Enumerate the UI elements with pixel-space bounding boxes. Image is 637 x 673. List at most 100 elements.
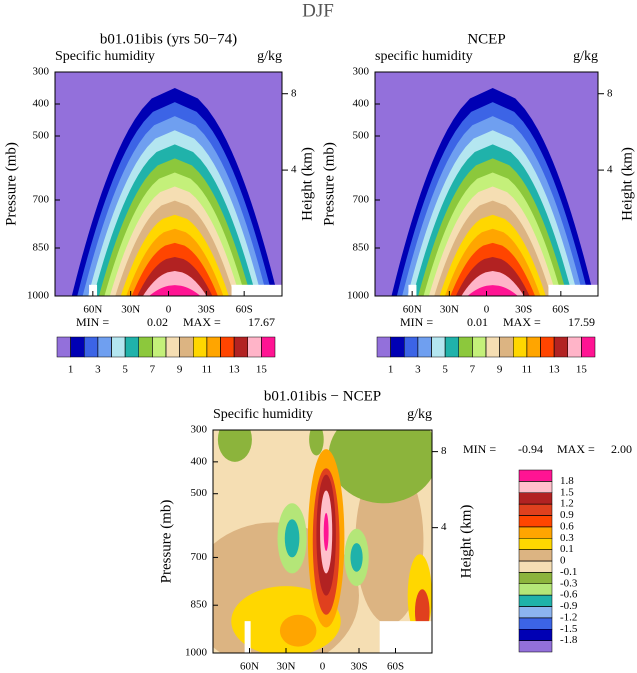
contour-band [217,430,252,462]
colorbar-label: -0.9 [560,600,578,612]
colorbar-label: 1.5 [560,486,574,498]
y-axis-label: Pressure (mb) [3,142,19,226]
x-tick-label: 30S [350,661,367,673]
min-label: MIN = [400,315,433,329]
y2-tick-label: 4 [291,164,297,176]
contour-band [323,512,329,552]
y-tick-label: 1000 [347,290,370,302]
colorbar-label: 9 [177,364,183,376]
colorbar-box [518,572,553,584]
colorbar-box [518,594,553,607]
colorbar-label: 15 [576,364,588,376]
units: g/kg [407,407,432,422]
colorbar-label: 13 [549,364,561,376]
colorbar-box [526,336,541,358]
colorbar-box [540,336,555,358]
x-tick-label: 30N [440,304,459,316]
colorbar-label: 1.8 [560,475,574,487]
units: g/kg [573,49,598,64]
colorbar-box [444,336,459,358]
x-tick-label: 30S [198,304,215,316]
colorbar-box [179,336,194,358]
y-tick-label: 500 [191,487,208,499]
x-tick-label: 60S [236,304,253,316]
colorbar-label: -1.8 [560,634,578,646]
y-tick-label: 700 [191,551,208,563]
colorbar-box [518,503,553,516]
colorbar-box [518,481,553,493]
colorbar-label: 5 [122,364,128,376]
colorbar-label: 1.2 [560,498,574,510]
contour-band [350,543,363,572]
missing-area [408,284,417,296]
field [375,72,598,296]
colorbar-label: 0.9 [560,509,574,521]
colorbar-box [376,336,391,358]
colorbar-label: 1 [388,364,394,376]
y-tick-label: 500 [353,130,370,142]
colorbar-box [431,336,446,358]
colorbar-label: -1.2 [560,611,577,623]
field [213,430,432,653]
y-tick-label: 400 [353,98,370,110]
y-tick-label: 700 [353,194,370,206]
colorbar-box [84,336,99,358]
colorbar-box [111,336,126,358]
panel-subtitle: Specific humidity [213,407,313,422]
contour-band [279,614,317,647]
colorbar-box [518,549,553,562]
x-tick-label: 60S [387,661,404,673]
colorbar-label: 11 [202,364,213,376]
y-tick-label: 850 [191,599,208,611]
colorbar-box [56,336,71,358]
y2-axis-label: Height (km) [299,147,315,221]
x-tick-label: 0 [320,661,326,673]
y2-tick-label: 4 [607,164,613,176]
colorbar-label: 7 [470,364,476,376]
x-tick-label: 60N [240,661,259,673]
y-tick-label: 700 [33,194,50,206]
contour-band [328,430,432,504]
y-tick-label: 1000 [185,647,208,659]
colorbar-box [518,492,553,505]
colorbar-label: -0.6 [560,589,578,601]
colorbar-label: 7 [150,364,156,376]
min-value: -0.94 [518,442,543,456]
colorbar-box [138,336,153,358]
y2-axis-label: Height (km) [458,505,474,579]
colorbar-box [581,336,596,358]
colorbar-label: 3 [415,364,421,376]
colorbar-box [518,526,553,539]
y2-tick-label: 4 [441,521,447,533]
min-value: 0.02 [147,315,168,329]
panel-title: NCEP [467,31,505,47]
colorbar-box [518,560,553,573]
contour-band [467,285,518,296]
colorbar-box [518,515,553,528]
missing-area [231,284,282,296]
colorbar-box [472,336,487,358]
colorbar-box [567,336,582,358]
x-tick-label: 30N [277,661,296,673]
colorbar-label: 5 [442,364,448,376]
y2-tick-label: 8 [607,87,613,99]
missing-area [244,621,251,653]
y-tick-label: 400 [33,98,50,110]
colorbar-label: 0.6 [560,520,574,532]
colorbar-label: 9 [497,364,503,376]
y-tick-label: 300 [33,66,50,78]
y-tick-label: 400 [191,455,208,467]
max-value: 2.00 [611,442,632,456]
panel-title: b01.01ibis (yrs 50−74) [100,31,237,47]
colorbar-box [261,336,276,358]
y2-axis-label: Height (km) [619,147,635,221]
min-label: MIN = [463,442,496,456]
colorbar-label: -0.3 [560,577,578,589]
colorbar-label: 15 [256,364,268,376]
colorbar-box [233,336,248,358]
colorbar-box [417,336,432,358]
colorbar-box [404,336,419,358]
x-tick-label: 0 [484,304,490,316]
colorbar-box [193,336,208,358]
